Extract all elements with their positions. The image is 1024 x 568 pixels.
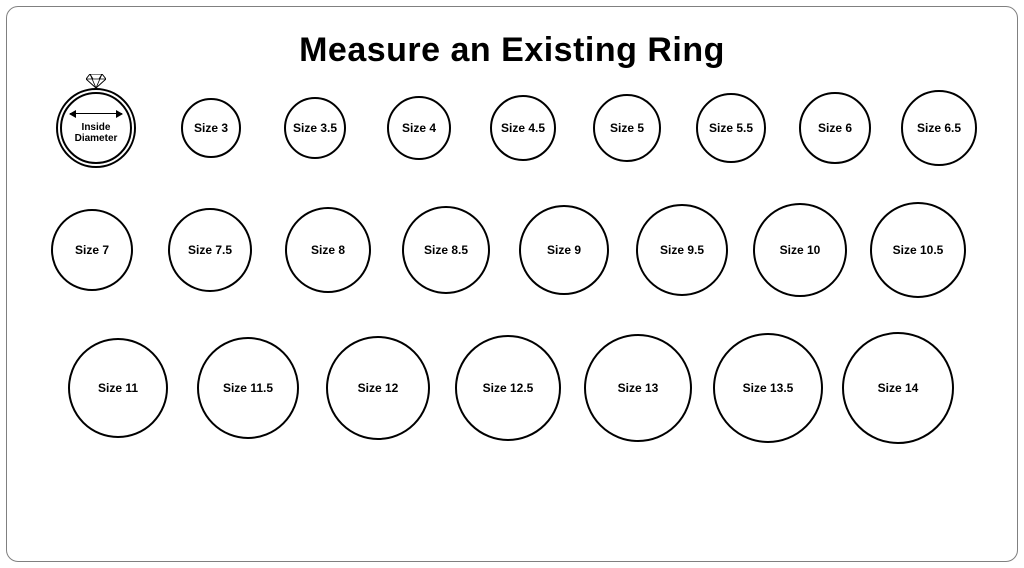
ring-circle: Size 7 bbox=[51, 209, 133, 291]
ring-circle: Size 8 bbox=[285, 207, 371, 293]
ring-size-label: Size 11.5 bbox=[223, 381, 273, 395]
ring-row: Size 11 Size 11.5 Size 12 Size 12.5 Size 13 S… bbox=[33, 332, 991, 444]
ring-cell: Size 11.5 bbox=[183, 337, 313, 439]
ring-cell: Size 3 bbox=[159, 98, 263, 158]
ring-size-label: Size 6 bbox=[818, 121, 852, 135]
ring-circle: Size 4.5 bbox=[490, 95, 556, 161]
ring-size-label: Size 7.5 bbox=[188, 243, 232, 257]
ring-cell: Size 5 bbox=[575, 94, 679, 162]
ring-circle: Size 10.5 bbox=[870, 202, 966, 298]
ring-row: Size 7 Size 7.5 Size 8 Size 8.5 Size 9 Size 9… bbox=[33, 202, 991, 298]
ring-circle: Size 13.5 bbox=[713, 333, 823, 443]
legend-label: InsideDiameter bbox=[75, 122, 118, 144]
ring-size-label: Size 6.5 bbox=[917, 121, 961, 135]
legend-ring-circle: InsideDiameter bbox=[56, 88, 136, 168]
ring-circle: Size 6.5 bbox=[901, 90, 977, 166]
legend-cell: InsideDiameter bbox=[33, 88, 159, 168]
ring-circle: Size 10 bbox=[753, 203, 847, 297]
ring-size-label: Size 8.5 bbox=[424, 243, 468, 257]
ring-row: InsideDiameter Size 3 Size 3.5 Size 4 Size 4… bbox=[33, 88, 991, 168]
ring-size-label: Size 8 bbox=[311, 243, 345, 257]
ring-size-label: Size 9.5 bbox=[660, 243, 704, 257]
chart-frame: Measure an Existing Ring InsideDiameter S… bbox=[6, 6, 1018, 562]
ring-cell: Size 4.5 bbox=[471, 95, 575, 161]
ring-cell: Size 6 bbox=[783, 92, 887, 164]
ring-cell: Size 6.5 bbox=[887, 90, 991, 166]
ring-cell: Size 4 bbox=[367, 96, 471, 160]
ring-circle: Size 8.5 bbox=[402, 206, 490, 294]
ring-circle: Size 13 bbox=[584, 334, 692, 442]
ring-circle: Size 9.5 bbox=[636, 204, 728, 296]
diameter-arrow-icon bbox=[70, 113, 122, 114]
ring-size-label: Size 13 bbox=[618, 381, 659, 395]
ring-cell: Size 9.5 bbox=[623, 204, 741, 296]
ring-size-label: Size 12.5 bbox=[483, 381, 534, 395]
ring-cell: Size 3.5 bbox=[263, 97, 367, 159]
ring-size-label: Size 3.5 bbox=[293, 121, 337, 135]
ring-size-label: Size 12 bbox=[358, 381, 399, 395]
ring-size-label: Size 9 bbox=[547, 243, 581, 257]
ring-circle: Size 6 bbox=[799, 92, 871, 164]
ring-cell: Size 11 bbox=[53, 338, 183, 438]
ring-circle: Size 12.5 bbox=[455, 335, 561, 441]
ring-size-label: Size 11 bbox=[98, 381, 138, 395]
ring-cell: Size 8 bbox=[269, 207, 387, 293]
ring-circle: Size 11 bbox=[68, 338, 168, 438]
ring-size-label: Size 3 bbox=[194, 121, 228, 135]
ring-circle: Size 4 bbox=[387, 96, 451, 160]
ring-cell: Size 14 bbox=[833, 332, 963, 444]
ring-size-label: Size 4.5 bbox=[501, 121, 545, 135]
chart-title: Measure an Existing Ring bbox=[7, 31, 1017, 70]
ring-rows: InsideDiameter Size 3 Size 3.5 Size 4 Size 4… bbox=[7, 88, 1017, 444]
ring-cell: Size 13 bbox=[573, 334, 703, 442]
ring-circle: Size 3.5 bbox=[284, 97, 346, 159]
ring-cell: Size 13.5 bbox=[703, 333, 833, 443]
ring-cell: Size 12.5 bbox=[443, 335, 573, 441]
ring-circle: Size 5.5 bbox=[696, 93, 766, 163]
legend-label-line: Inside bbox=[75, 122, 118, 133]
ring-circle: Size 3 bbox=[181, 98, 241, 158]
ring-circle: Size 5 bbox=[593, 94, 661, 162]
ring-size-label: Size 14 bbox=[878, 381, 919, 395]
ring-cell: Size 9 bbox=[505, 205, 623, 295]
ring-circle: Size 9 bbox=[519, 205, 609, 295]
ring-size-label: Size 10 bbox=[780, 243, 821, 257]
ring-size-label: Size 4 bbox=[402, 121, 436, 135]
ring-circle: Size 14 bbox=[842, 332, 954, 444]
ring-circle: Size 11.5 bbox=[197, 337, 299, 439]
ring-cell: Size 10 bbox=[741, 203, 859, 297]
ring-size-label: Size 13.5 bbox=[743, 381, 794, 395]
ring-cell: Size 10.5 bbox=[859, 202, 977, 298]
ring-circle: Size 12 bbox=[326, 336, 430, 440]
ring-size-label: Size 5 bbox=[610, 121, 644, 135]
legend-label-line: Diameter bbox=[75, 133, 118, 144]
ring-cell: Size 12 bbox=[313, 336, 443, 440]
ring-circle: Size 7.5 bbox=[168, 208, 252, 292]
ring-size-label: Size 5.5 bbox=[709, 121, 753, 135]
ring-cell: Size 8.5 bbox=[387, 206, 505, 294]
ring-cell: Size 7.5 bbox=[151, 208, 269, 292]
ring-size-label: Size 10.5 bbox=[893, 243, 944, 257]
legend-ring: InsideDiameter bbox=[56, 88, 136, 168]
ring-cell: Size 5.5 bbox=[679, 93, 783, 163]
ring-size-label: Size 7 bbox=[75, 243, 109, 257]
ring-cell: Size 7 bbox=[33, 209, 151, 291]
